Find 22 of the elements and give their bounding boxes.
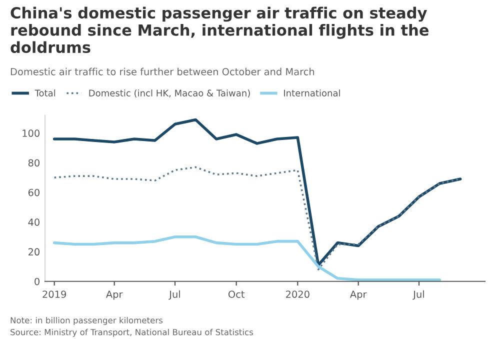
y-tick-label: 0 [34, 278, 40, 286]
legend-label: International [284, 89, 340, 96]
x-tick-label: Apr [350, 290, 367, 300]
source-note: Source: Ministry of Transport, National Bureau of Statistics [10, 328, 254, 337]
x-tick-label: Jul [168, 290, 180, 300]
line-series [52, 235, 442, 282]
y-tick-label: 100 [22, 130, 40, 137]
y-tick-label: 80 [28, 159, 40, 167]
line-series [52, 118, 462, 266]
y-tick-label: 40 [28, 218, 40, 226]
chart-title: China's domestic passenger air traffic on steady rebound since March, international flights in the doldrums [10, 6, 429, 54]
legend-label: Domestic (incl HK, Macao & Taiwan) [89, 89, 250, 98]
legend-label: Total [34, 89, 56, 96]
x-tick-label: Apr [106, 290, 123, 300]
text: Note: in billion passenger kilometers [10, 316, 163, 326]
x-tick-label: Oct [228, 290, 245, 298]
chart-subtitle: Domestic air traffic to rise further between October and March [10, 68, 314, 76]
x-tick-label: 2020 [286, 290, 310, 298]
x-tick-label: Jul [412, 290, 424, 300]
y-tick-label: 20 [28, 248, 40, 256]
y-tick-label: 60 [28, 188, 40, 196]
x-tick-label: 2019 [42, 290, 66, 298]
